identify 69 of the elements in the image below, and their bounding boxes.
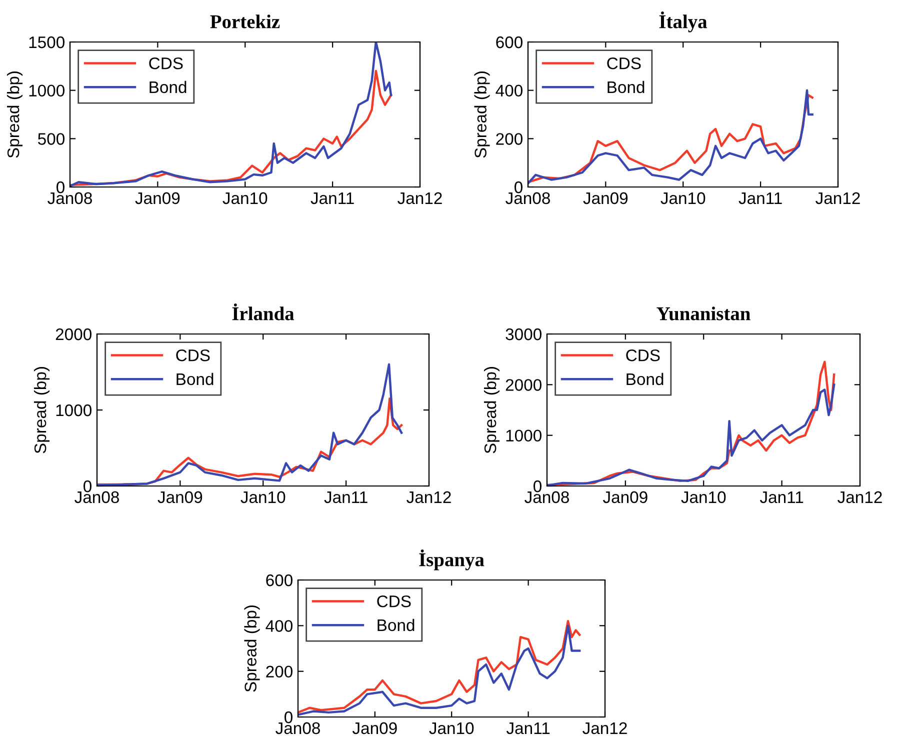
chart-title: Yunanistan (656, 306, 750, 320)
y-tick-label: 3000 (506, 328, 542, 340)
y-tick-label: 2000 (56, 328, 92, 340)
y-tick-label: 500 (38, 133, 64, 145)
x-tick-label: Jan09 (602, 491, 648, 504)
x-tick-label: Jan12 (838, 491, 882, 504)
x-tick-label: Jan08 (524, 491, 569, 504)
legend-label: CDS (626, 349, 660, 362)
y-tick-label: 200 (496, 133, 522, 145)
y-tick-label: 1500 (29, 36, 64, 48)
y-tick-label: 0 (84, 480, 92, 492)
x-tick-label: Jan09 (158, 491, 202, 504)
x-tick-label: Jan08 (506, 192, 550, 204)
y-tick-label: 600 (496, 36, 522, 48)
x-tick-label: Jan08 (276, 722, 320, 734)
line-series (547, 384, 836, 486)
y-tick-label: 1000 (506, 430, 542, 442)
legend-label: Bond (626, 372, 664, 386)
y-tick-label: 0 (56, 181, 64, 194)
line-series (70, 70, 392, 186)
x-tick-label: Jan08 (48, 192, 92, 204)
legend-label: CDS (149, 57, 183, 70)
y-tick-label: 400 (496, 84, 522, 97)
legend-label: CDS (607, 57, 641, 70)
x-tick-label: Jan11 (324, 491, 368, 504)
chart-title: İspanya (419, 550, 484, 570)
y-axis-title: Spread (bp) (34, 367, 50, 454)
x-tick-label: Jan12 (398, 192, 442, 204)
y-tick-label: 2000 (506, 379, 542, 391)
y-tick-label: 400 (266, 620, 292, 632)
x-tick-label: Jan11 (760, 491, 804, 504)
legend-label: CDS (377, 595, 411, 608)
x-tick-label: Jan10 (240, 491, 286, 504)
legend-label: Bond (608, 80, 644, 94)
x-tick-label: Jan11 (738, 192, 782, 204)
legend-label: Bond (176, 372, 214, 386)
y-tick-label: 0 (284, 711, 292, 724)
line-series (97, 363, 403, 486)
x-tick-label: Jan09 (352, 722, 397, 734)
y-tick-label: 1000 (56, 404, 92, 416)
x-tick-label: Jan09 (583, 192, 628, 204)
legend-label: Bond (150, 80, 186, 94)
y-tick-label: 0 (514, 181, 522, 194)
chart-title: İtalya (659, 12, 708, 32)
line-series (547, 360, 836, 486)
x-tick-label: Jan11 (506, 722, 550, 734)
chart-title: Portekiz (210, 14, 280, 28)
y-axis-title: Spread (bp) (484, 367, 500, 454)
x-tick-label: Jan12 (816, 192, 860, 204)
y-tick-label: 0 (534, 480, 542, 492)
y-axis-title: Spread (bp) (474, 72, 490, 158)
x-tick-label: Jan12 (406, 491, 451, 504)
x-tick-label: Jan08 (74, 491, 119, 504)
y-tick-label: 600 (266, 574, 292, 586)
y-axis-title: Spread (bp) (6, 72, 23, 158)
x-tick-label: Jan10 (222, 192, 268, 204)
y-tick-label: 200 (266, 666, 292, 678)
x-tick-label: Jan10 (660, 192, 706, 204)
x-tick-label: Jan10 (429, 722, 474, 734)
y-axis-title: Spread (bp) (244, 606, 260, 692)
y-tick-label: 1000 (29, 84, 64, 97)
legend-label: Bond (378, 618, 414, 632)
chart-title: İrlanda (232, 304, 294, 320)
line-series (70, 42, 392, 187)
x-tick-label: Jan10 (681, 491, 726, 504)
x-tick-label: Jan09 (135, 192, 180, 204)
x-tick-label: Jan11 (310, 192, 354, 204)
x-tick-label: Jan12 (582, 722, 627, 734)
legend-label: CDS (176, 349, 210, 362)
